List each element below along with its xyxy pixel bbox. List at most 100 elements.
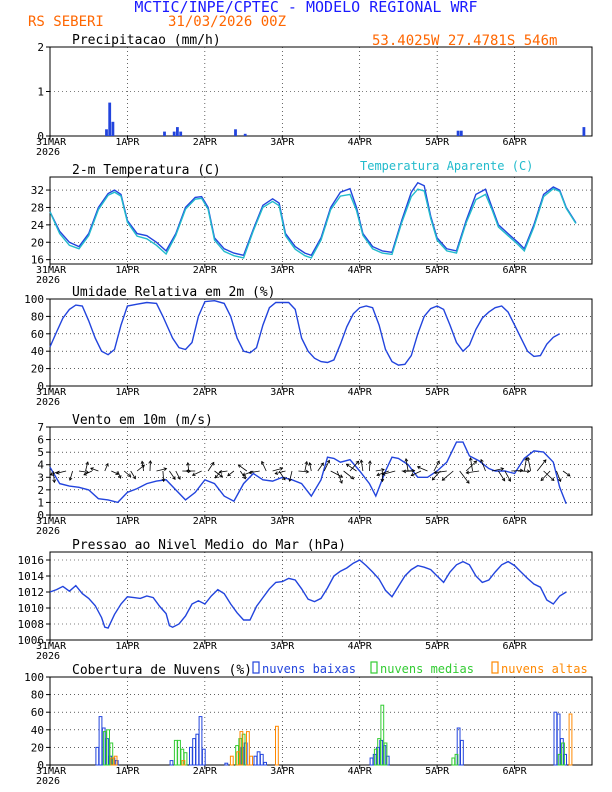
x-tick-label: 31MAR (36, 641, 67, 652)
wind-arrow (207, 462, 215, 472)
y-tick-label: 6 (37, 434, 44, 447)
x-tick-label: 4APR (348, 641, 373, 652)
bar (459, 130, 463, 136)
wind-arrow (156, 468, 167, 472)
x-tick-label: 2APR (193, 265, 218, 276)
wind-arrow-head (279, 467, 284, 471)
wind-arrow-head (507, 478, 511, 482)
legend-swatch (491, 661, 499, 674)
y-tick-label: 20 (31, 363, 44, 376)
bar (229, 755, 234, 766)
wind-arrow (433, 460, 440, 472)
wind-arrow-head (127, 473, 132, 478)
x-tick-label: 6APR (503, 516, 528, 527)
panel-title: Umidade Relativa em 2m (%) (72, 285, 276, 300)
wind-arrow (434, 470, 447, 474)
wind-arrow (470, 457, 473, 472)
series-line (49, 559, 567, 629)
bar (385, 755, 390, 766)
wind-arrow (343, 470, 354, 480)
bar (113, 755, 118, 766)
wind-arrow-head (210, 461, 215, 466)
x-tick-label: 2APR (193, 137, 218, 148)
bar (383, 742, 388, 766)
panel-wind: 31MAR 1APR 2APR 3APR 4APR 5APR 6APR 2026 0123456… (36, 413, 593, 537)
wind-arrow-head (161, 478, 166, 483)
x-year-label: 2026 (36, 275, 60, 286)
wind-arrow (498, 470, 506, 482)
wind-arrow-head (218, 469, 223, 474)
bar (224, 762, 229, 766)
y-tick-label: 1 (37, 86, 44, 99)
series-line (49, 181, 577, 257)
wind-arrow (249, 470, 260, 474)
panel-frame (49, 426, 593, 516)
y-tick-label: 0 (37, 759, 44, 772)
wind-arrow (523, 457, 527, 472)
wind-arrow (175, 470, 181, 480)
bar (243, 742, 248, 766)
wind-arrow-head (431, 476, 436, 481)
x-tick-label: 31MAR (36, 766, 67, 777)
wind-arrow (459, 470, 470, 484)
wind-arrow-head (237, 464, 242, 468)
wind-arrow (442, 470, 454, 481)
wind-arrow (261, 461, 267, 472)
wind-arrow-head (115, 471, 120, 475)
wind-arrow-head (367, 460, 372, 464)
wind-arrow-head (148, 460, 153, 464)
bar (179, 131, 183, 136)
wind-arrow-head (566, 473, 571, 477)
bar (111, 121, 115, 136)
wind-arrow (104, 463, 109, 472)
wind-arrow (141, 461, 144, 472)
bar (163, 131, 166, 136)
wind-arrow-head (132, 475, 136, 480)
x-tick-label: 1APR (115, 766, 140, 777)
wind-arrow-head (227, 472, 231, 477)
bar (201, 748, 206, 766)
wind-arrow (192, 470, 202, 476)
wind-arrow-head (557, 478, 562, 483)
wind-arrow-head (52, 479, 57, 484)
series-line (49, 299, 561, 366)
panel-frame (49, 676, 593, 766)
wind-arrow (242, 470, 254, 476)
bar (553, 711, 558, 766)
wind-arrow-head (83, 472, 88, 476)
wind-arrow (309, 462, 312, 472)
bar (176, 127, 179, 136)
x-tick-label: 4APR (348, 265, 373, 276)
wind-arrow (562, 470, 571, 477)
wind-arrow-head (433, 470, 438, 475)
x-tick-label: 3APR (270, 641, 295, 652)
wind-arrow-head (326, 459, 331, 464)
wind-arrow-head (242, 475, 246, 480)
x-tick-label: 3APR (270, 137, 295, 148)
bar (181, 760, 186, 766)
wind-arrow-head (117, 475, 122, 479)
y-tick-label: 40 (31, 345, 44, 358)
bar (563, 753, 568, 766)
y-tick-label: 0 (37, 130, 44, 143)
wind-arrow (330, 470, 343, 478)
legend-swatch (252, 661, 260, 674)
bar (246, 731, 250, 766)
x-tick-label: 1APR (115, 265, 140, 276)
wind-arrow-head (381, 472, 386, 476)
wind-arrow (272, 467, 283, 472)
y-tick-label: 1008 (18, 618, 45, 631)
panel-title: Precipitacao (mm/h) (72, 33, 221, 48)
y-tick-label: 5 (37, 446, 44, 459)
wind-arrow-head (345, 463, 350, 468)
x-year-label: 2026 (36, 526, 60, 537)
wind-arrow (376, 470, 389, 476)
wind-arrow (123, 470, 131, 477)
x-tick-label: 6APR (503, 766, 528, 777)
y-tick-label: 16 (31, 254, 44, 267)
wind-arrow (466, 470, 480, 474)
wind-arrow-head (355, 460, 360, 465)
wind-arrow-head (261, 460, 265, 465)
bar (582, 127, 586, 136)
wind-arrow-head (177, 476, 181, 480)
